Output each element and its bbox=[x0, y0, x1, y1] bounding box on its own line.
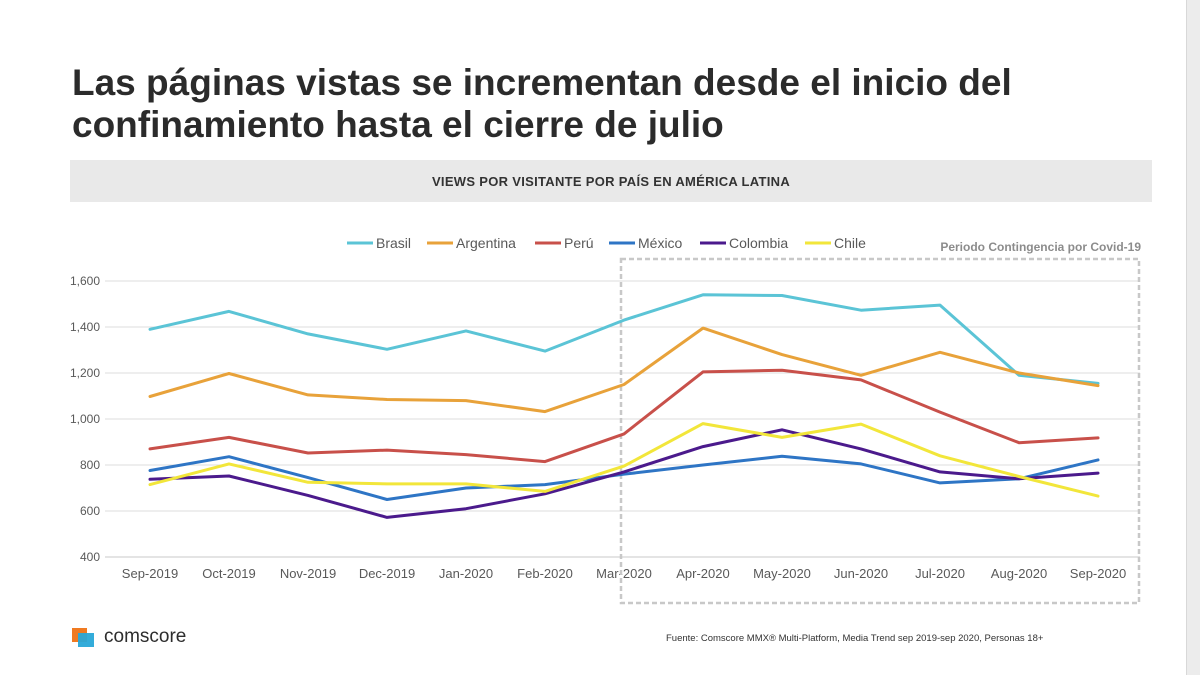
x-tick-label: Jul-2020 bbox=[915, 566, 965, 581]
legend-label: Perú bbox=[564, 235, 594, 251]
legend-label: Colombia bbox=[729, 235, 788, 251]
series-line-méxico bbox=[148, 454, 1100, 501]
y-tick-label: 400 bbox=[80, 550, 100, 564]
y-tick-label: 1,400 bbox=[70, 320, 100, 334]
x-tick-label: Apr-2020 bbox=[676, 566, 729, 581]
series-line-colombia bbox=[148, 428, 1100, 519]
x-tick-label: Jan-2020 bbox=[439, 566, 493, 581]
x-tick-label: Sep-2020 bbox=[1070, 566, 1126, 581]
x-tick-label: Dec-2019 bbox=[359, 566, 415, 581]
series-line-perú bbox=[148, 368, 1100, 464]
y-tick-label: 1,000 bbox=[70, 412, 100, 426]
x-tick-label: Nov-2019 bbox=[280, 566, 336, 581]
x-tick-label: Sep-2019 bbox=[122, 566, 178, 581]
x-tick-label: Oct-2019 bbox=[202, 566, 255, 581]
legend-label: Brasil bbox=[376, 235, 411, 251]
x-tick-label: Feb-2020 bbox=[517, 566, 573, 581]
legend-label: Argentina bbox=[456, 235, 516, 251]
y-tick-label: 1,600 bbox=[70, 274, 100, 288]
window-edge bbox=[1186, 0, 1200, 675]
covid-period-annotation: Periodo Contingencia por Covid-19 bbox=[940, 240, 1141, 254]
x-tick-label: May-2020 bbox=[753, 566, 811, 581]
chart-banner: VIEWS POR VISITANTE POR PAÍS EN AMÉRICA … bbox=[70, 160, 1152, 202]
source-note: Fuente: Comscore MMX® Multi-Platform, Me… bbox=[666, 633, 1044, 644]
logo-text: comscore bbox=[104, 626, 187, 647]
y-tick-label: 600 bbox=[80, 504, 100, 518]
legend-label: México bbox=[638, 235, 683, 251]
comscore-logo-icon bbox=[72, 626, 96, 648]
comscore-logo: comscore bbox=[72, 626, 186, 648]
y-tick-label: 800 bbox=[80, 458, 100, 472]
series-line-brasil bbox=[148, 293, 1100, 385]
chart-title: VIEWS POR VISITANTE POR PAÍS EN AMÉRICA … bbox=[431, 173, 791, 189]
x-tick-label: Mar-2020 bbox=[596, 566, 652, 581]
x-tick-label: Jun-2020 bbox=[834, 566, 888, 581]
series-line-chile bbox=[148, 422, 1100, 498]
y-tick-label: 1,200 bbox=[70, 366, 100, 380]
page-title: Las páginas vistas se incrementan desde … bbox=[72, 62, 1012, 145]
covid-period-box bbox=[619, 257, 1141, 605]
series-line-argentina bbox=[148, 326, 1100, 414]
x-tick-label: Aug-2020 bbox=[991, 566, 1047, 581]
legend-label: Chile bbox=[834, 235, 866, 251]
